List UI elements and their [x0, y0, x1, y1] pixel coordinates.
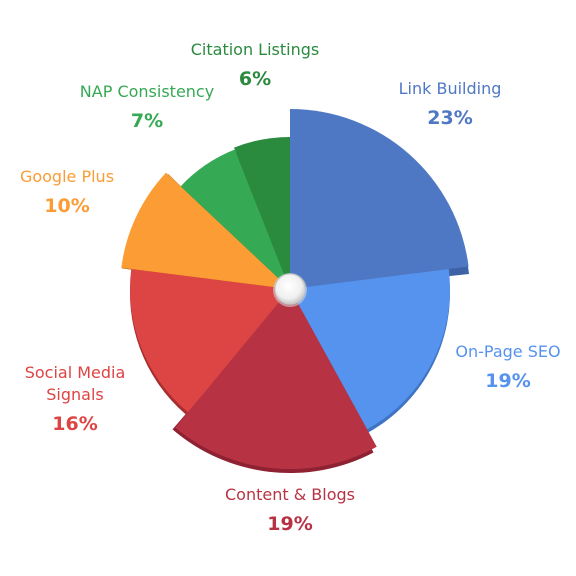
slice-layer: [121, 109, 469, 470]
slice-label-group: Social Media Signals 16%: [25, 363, 126, 435]
center-hub: [273, 273, 307, 307]
slice-percentage: 19%: [267, 513, 312, 535]
slice-label: Link Building: [399, 79, 502, 98]
slice-label: Citation Listings: [191, 40, 319, 59]
pie-slice-citation-listings: [234, 137, 290, 289]
slice-label: On-Page SEO: [455, 342, 560, 361]
slice-label-group: Citation Listings 6%: [191, 40, 319, 90]
pie-slice-nap-consistency: [180, 149, 290, 289]
slice-label: NAP Consistency: [80, 82, 214, 101]
slice-percentage: 23%: [427, 107, 472, 129]
slice-label: Signals: [46, 385, 103, 404]
slice-label: Google Plus: [20, 167, 114, 186]
slice-percentage: 6%: [239, 68, 271, 90]
pie-slice-google-plus: [121, 172, 290, 289]
pie-slice-social-media-signals: [129, 268, 290, 413]
slice-percentage: 7%: [131, 110, 163, 132]
slice-percentage: 16%: [52, 413, 97, 435]
slice-percentage: 19%: [485, 370, 530, 392]
pie-slice-on-page-seo: [290, 268, 451, 430]
pie-slice-link-building: [290, 109, 469, 289]
slice-label-group: NAP Consistency 7%: [80, 82, 214, 132]
pie-slice-content-blogs: [175, 289, 377, 470]
slice-percentage: 10%: [44, 195, 89, 217]
slice-label: Social Media: [25, 363, 126, 382]
slice-label-group: Google Plus 10%: [20, 167, 114, 217]
slice-label-group: Content & Blogs 19%: [225, 485, 355, 535]
slice-label: Content & Blogs: [225, 485, 355, 504]
slice-label-group: On-Page SEO 19%: [455, 342, 560, 392]
slice-label-group: Link Building 23%: [399, 79, 502, 129]
